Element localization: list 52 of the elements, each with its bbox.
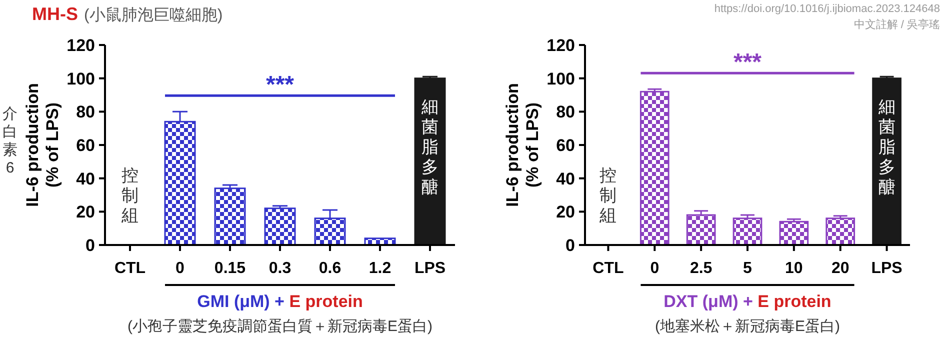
- annotation: 細菌脂多醣: [420, 98, 438, 197]
- x-tick-label: 0.3: [268, 260, 292, 277]
- x-tick-label: 1.2: [368, 260, 392, 277]
- x-axis-title: GMI (μM) + E protein: [197, 292, 363, 311]
- y-axis-title: IL-6 production (% of LPS): [503, 83, 542, 207]
- x-tick-label: LPS: [414, 260, 446, 277]
- annotation: 控制組: [120, 166, 138, 225]
- x-tick-label: LPS: [871, 260, 903, 277]
- x-tick-label: CTL: [114, 260, 146, 277]
- y-tick-label: 120: [66, 36, 95, 55]
- y-tick-label: 40: [556, 169, 575, 188]
- text: (地塞米松＋新冠病毒E蛋白): [655, 318, 840, 335]
- y-tick-label: 120: [546, 36, 575, 55]
- text: 介白素6: [2, 105, 18, 176]
- bar: [732, 218, 762, 246]
- y-tick-label: 80: [76, 102, 95, 122]
- x-tick-label: 0.6: [318, 260, 342, 277]
- chart-subtitle: (小鼠肺泡巨噬細胞): [84, 6, 223, 24]
- text: https://doi.org/10.1016/j.ijbiomac.2023.124648: [714, 3, 940, 15]
- y-tick-label: 20: [76, 202, 95, 222]
- x-tick-label: CTL: [592, 260, 624, 277]
- x-tick-label: 2.5: [690, 260, 712, 277]
- bar: [264, 208, 296, 246]
- y-tick-label: 0: [566, 236, 575, 255]
- annotation: 細菌脂多醣: [877, 98, 896, 197]
- y-tick-label: 0: [86, 236, 95, 255]
- bar: [640, 90, 670, 246]
- y-tick-label: 60: [556, 136, 575, 155]
- x-tick-label: 10: [785, 260, 803, 277]
- y-tick-label: 80: [556, 102, 575, 122]
- annotation: 控制組: [598, 166, 617, 225]
- x-tick-label: 20: [831, 260, 850, 277]
- y-tick-label: 40: [76, 169, 95, 188]
- x-tick-label: 0: [650, 260, 660, 277]
- bar: [779, 220, 809, 246]
- x-tick-label: 0.15: [214, 260, 246, 277]
- chart-title: MH-S: [32, 4, 78, 24]
- text: 中文註解 / 吳亭瑤: [854, 18, 940, 31]
- y-tick-label: 100: [66, 69, 95, 88]
- x-tick-label: 0: [176, 260, 185, 277]
- y-tick-label: 60: [76, 136, 95, 155]
- x-axis-title: DXT (μM) + E protein: [664, 292, 832, 311]
- text: (小孢子靈芝免疫調節蛋白質＋新冠病毒E蛋白): [128, 318, 432, 335]
- y-tick-label: 100: [546, 69, 575, 88]
- bar: [214, 188, 246, 246]
- x-tick-label: 5: [743, 260, 752, 277]
- annotation: ***: [266, 72, 295, 99]
- bar: [826, 218, 856, 246]
- bar: [686, 214, 716, 246]
- y-axis-title: IL-6 production (% of LPS): [23, 83, 62, 207]
- y-tick-label: 20: [556, 202, 575, 222]
- annotation: ***: [733, 49, 762, 76]
